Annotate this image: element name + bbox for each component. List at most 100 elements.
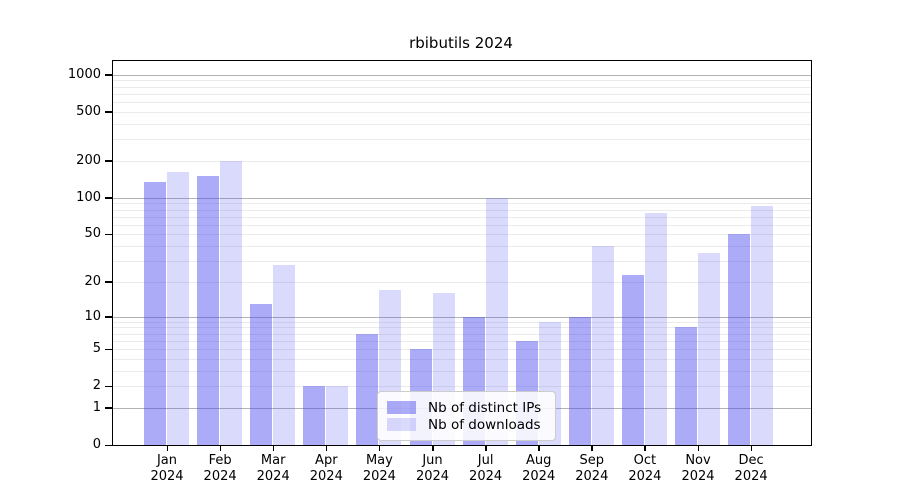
x-tick-label-mar: Mar 2024: [256, 453, 290, 484]
bar-downloads-sep: [591, 246, 614, 445]
y-tick-1: [105, 407, 112, 409]
bar-downloads-nov: [698, 253, 720, 445]
bar-ips-dec: [728, 234, 751, 445]
y-tick-10: [105, 316, 112, 318]
gridline-2: [113, 386, 811, 388]
y-tick-label-50: 50: [84, 226, 101, 242]
legend-label-distinct-ips: Nb of distinct IPs: [428, 399, 542, 416]
y-tick-5: [105, 348, 112, 350]
bar-downloads-apr: [326, 386, 349, 445]
x-tick-label-jan: Jan 2024: [150, 453, 184, 484]
bar-ips-mar: [250, 303, 273, 445]
gridline-30: [113, 261, 811, 262]
gridline-8: [113, 327, 811, 329]
bar-ips-apr: [303, 386, 326, 445]
x-tick-jun: [432, 445, 434, 451]
x-tick-label-may: May 2024: [362, 453, 396, 484]
x-tick-dec: [750, 445, 753, 451]
legend-item-downloads: Nb of downloads: [387, 416, 541, 433]
bar-downloads-oct: [644, 212, 667, 445]
gridline-10: [113, 316, 811, 318]
y-tick-label-20: 20: [84, 273, 101, 289]
bar-downloads-jul: [485, 197, 508, 445]
bar-ips-oct: [621, 274, 644, 445]
bar-ips-feb: [197, 176, 220, 445]
y-tick-label-500: 500: [76, 103, 101, 119]
x-tick-label-jun: Jun 2024: [415, 453, 450, 484]
bar-ips-jan: [144, 182, 166, 445]
x-tick-label-oct: Oct 2024: [628, 453, 662, 484]
gridline-50: [113, 234, 811, 236]
gridline-20: [113, 281, 811, 283]
gridline-100: [113, 197, 811, 199]
y-tick-label-10: 10: [84, 308, 101, 324]
bar-downloads-jan: [167, 172, 189, 445]
x-tick-oct: [644, 445, 646, 451]
bar-downloads-mar: [273, 264, 296, 445]
y-tick-2: [105, 385, 112, 388]
x-tick-label-sep: Sep 2024: [575, 453, 609, 484]
x-tick-label-feb: Feb 2024: [203, 453, 237, 484]
x-tick-label-apr: Apr 2024: [309, 453, 343, 484]
gridline-80: [113, 209, 811, 211]
gridline-90: [113, 203, 811, 205]
gridline-3: [113, 370, 811, 372]
gridline-300: [113, 139, 811, 141]
plot-area: 1000 500 200 100 50 20 10 5 2 1 0 Jan 2024 Feb 2024 Ma…: [68, 60, 812, 484]
chart-title: rbibutils 2024: [409, 34, 513, 52]
y-tick-20: [105, 281, 112, 283]
x-tick-label-dec: Dec 2024: [734, 453, 768, 484]
y-tick-label-100: 100: [76, 189, 101, 205]
gridline-500: [113, 111, 811, 113]
gridline-600: [113, 102, 811, 104]
x-tick-may: [378, 445, 381, 451]
y-tick-label-200: 200: [76, 152, 101, 168]
y-tick-500: [105, 111, 112, 113]
x-tick-label-jul: Jul 2024: [469, 453, 503, 484]
y-tick-label-1000: 1000: [67, 66, 101, 82]
gridline-800: [113, 86, 811, 88]
y-tick-label-5: 5: [92, 341, 101, 356]
x-tick-jul: [485, 445, 487, 451]
y-tick-100: [105, 197, 112, 199]
gridline-400: [113, 123, 811, 125]
x-tick-apr: [325, 445, 328, 451]
y-tick-50: [105, 233, 112, 236]
gridline-700: [113, 93, 811, 95]
gridline-9: [113, 321, 811, 323]
gridline-60: [113, 224, 811, 226]
gridline-5: [113, 349, 811, 350]
bar-downloads-feb: [220, 160, 243, 445]
x-tick-aug: [538, 445, 540, 451]
bar-ips-sep: [568, 316, 591, 445]
y-tick-1000: [105, 74, 112, 76]
x-tick-jan: [166, 445, 168, 451]
gridline-70: [113, 216, 811, 218]
bar-downloads-dec: [751, 206, 774, 445]
x-tick-nov: [697, 445, 699, 451]
x-tick-label-nov: Nov 2024: [681, 453, 715, 484]
x-tick-mar: [272, 445, 275, 451]
y-tick-label-1: 1: [92, 399, 101, 415]
gridline-900: [113, 80, 811, 82]
legend-item-distinct-ips: Nb of distinct IPs: [387, 399, 542, 416]
gridline-6: [113, 340, 811, 342]
legend: Nb of distinct IPs Nb of downloads: [377, 391, 557, 441]
gridline-4: [113, 358, 811, 360]
y-tick-0: [105, 444, 112, 446]
x-tick-label-aug: Aug 2024: [522, 453, 556, 484]
legend-swatch-downloads: [387, 418, 416, 431]
y-tick-label-2: 2: [92, 378, 101, 394]
bar-ips-may: [356, 333, 379, 445]
gridline-7: [113, 333, 811, 335]
legend-label-downloads: Nb of downloads: [428, 416, 541, 433]
y-tick-200: [105, 160, 112, 162]
gridline-1000: [113, 74, 811, 76]
x-tick-feb: [219, 445, 222, 451]
bar-ips-nov: [675, 327, 697, 445]
legend-swatch-distinct-ips: [387, 401, 416, 414]
x-tick-sep: [591, 445, 593, 451]
y-tick-label-0: 0: [92, 437, 101, 452]
gridline-200: [113, 160, 811, 162]
